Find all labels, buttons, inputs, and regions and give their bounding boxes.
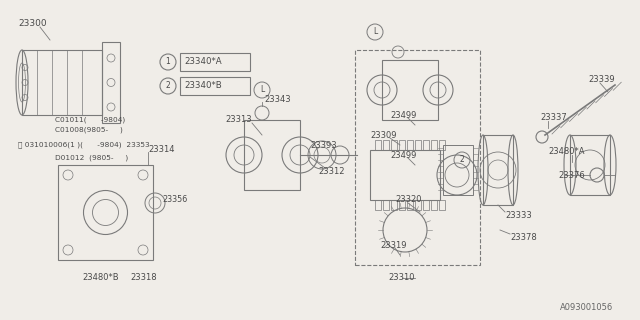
Text: 23340*A: 23340*A: [184, 58, 221, 67]
Bar: [382, 60, 438, 120]
Bar: [355, 50, 480, 265]
Text: L: L: [260, 85, 264, 94]
Bar: [370, 150, 440, 200]
Text: 23337: 23337: [540, 114, 567, 123]
Bar: [443, 145, 473, 195]
Bar: [375, 200, 381, 210]
Text: 2: 2: [166, 82, 170, 91]
Text: 23318: 23318: [130, 274, 157, 283]
Text: 23333: 23333: [505, 211, 532, 220]
Text: 23378: 23378: [510, 234, 537, 243]
Bar: [570, 135, 610, 195]
Bar: [391, 140, 397, 150]
Bar: [483, 135, 513, 205]
Text: 23480*B: 23480*B: [82, 274, 118, 283]
Bar: [102, 42, 120, 123]
Bar: [391, 200, 397, 210]
Bar: [415, 140, 421, 150]
Bar: [375, 140, 381, 150]
Text: L: L: [373, 28, 377, 36]
Text: 23314: 23314: [148, 145, 175, 154]
Text: 23393: 23393: [310, 140, 337, 149]
Text: C01011(      -9804): C01011( -9804): [55, 117, 125, 123]
Bar: [383, 140, 389, 150]
Text: 23340*B: 23340*B: [184, 82, 221, 91]
Text: 23376: 23376: [558, 171, 585, 180]
Text: 23339: 23339: [588, 76, 614, 84]
Text: 23480*A: 23480*A: [548, 148, 584, 156]
Bar: [439, 140, 445, 150]
Text: 23300: 23300: [18, 19, 47, 28]
Bar: [423, 200, 429, 210]
Bar: [407, 140, 413, 150]
Bar: [431, 140, 437, 150]
Text: 23319: 23319: [380, 241, 406, 250]
Bar: [431, 200, 437, 210]
Text: 23499: 23499: [390, 150, 417, 159]
Text: A093001056: A093001056: [560, 303, 613, 313]
Bar: [415, 200, 421, 210]
Bar: [244, 120, 300, 190]
Bar: [180, 53, 250, 71]
Text: D01012  (9805-     ): D01012 (9805- ): [55, 155, 128, 161]
Text: 23356: 23356: [162, 196, 188, 204]
Bar: [399, 200, 405, 210]
Text: 23313: 23313: [225, 116, 252, 124]
Text: C01008(9805-     ): C01008(9805- ): [55, 127, 123, 133]
Text: 2: 2: [460, 156, 465, 164]
Bar: [439, 200, 445, 210]
Bar: [58, 165, 153, 260]
Text: 23310: 23310: [388, 274, 415, 283]
Bar: [180, 77, 250, 95]
Bar: [407, 200, 413, 210]
Bar: [399, 140, 405, 150]
Text: 23312: 23312: [318, 167, 344, 177]
Text: 23343: 23343: [264, 95, 291, 105]
Text: 23320: 23320: [395, 196, 422, 204]
Text: Ⓜ 031010006(1 )(      -9804)  23353: Ⓜ 031010006(1 )( -9804) 23353: [18, 142, 150, 148]
Text: 23499: 23499: [390, 110, 417, 119]
Text: 1: 1: [166, 58, 170, 67]
Text: 23309: 23309: [370, 131, 397, 140]
Bar: [22, 50, 102, 115]
Bar: [383, 200, 389, 210]
Bar: [423, 140, 429, 150]
